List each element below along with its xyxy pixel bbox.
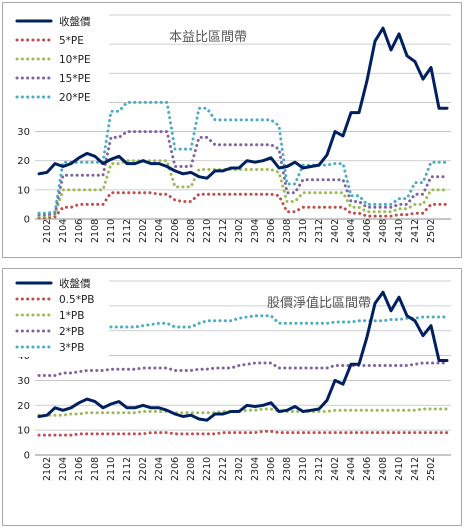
x-tick-label: 2108 — [90, 457, 101, 481]
x-tick-label: 2404 — [346, 219, 357, 243]
x-tick-label: 2412 — [410, 219, 421, 243]
chart-title: 股價淨值比區間帶 — [267, 295, 371, 311]
x-tick-label: 2208 — [186, 457, 197, 481]
pe-band-chart: 0102030405060702102210421062108211021122… — [11, 11, 451, 243]
y-tick-label: 20 — [17, 156, 30, 167]
x-tick-label: 2212 — [218, 219, 229, 243]
x-tick-label: 2204 — [154, 457, 165, 481]
chart-title: 本益比區間帶 — [169, 30, 247, 45]
pb-band-chart: 0102030405060702102210421062108211021122… — [11, 273, 451, 481]
pb-band-chart-panel: 0102030405060702102210421062108211021122… — [2, 268, 462, 526]
x-tick-label: 2202 — [138, 219, 149, 243]
y-tick-label: 0 — [24, 451, 30, 462]
legend-label-2xpb: 2*PB — [59, 326, 84, 338]
x-tick-label: 2210 — [202, 457, 213, 481]
series-line-15xpe — [37, 130, 449, 217]
legend-box — [11, 11, 109, 110]
legend-label-3xpb: 3*PB — [59, 342, 84, 354]
x-tick-label: 2110 — [106, 219, 117, 243]
x-tick-label: 2412 — [410, 457, 421, 481]
x-tick-label: 2502 — [426, 457, 437, 481]
series-line-20xpe — [37, 100, 449, 215]
x-tick-label: 2402 — [330, 457, 341, 481]
x-tick-label: 2304 — [250, 219, 261, 243]
legend-label-1xpb: 1*PB — [59, 310, 84, 322]
x-tick-label: 2302 — [234, 457, 245, 481]
x-tick-label: 2408 — [378, 219, 389, 243]
x-tick-label: 2108 — [90, 219, 101, 243]
x-tick-label: 2212 — [218, 457, 229, 481]
x-tick-label: 2304 — [250, 457, 261, 481]
x-tick-label: 2210 — [202, 219, 213, 243]
x-tick-label: 2102 — [42, 457, 53, 481]
x-tick-label: 2302 — [234, 219, 245, 243]
x-tick-label: 2202 — [138, 457, 149, 481]
x-tick-label: 2308 — [282, 457, 293, 481]
pe-band-chart-panel: 0102030405060702102210421062108211021122… — [2, 2, 462, 258]
x-tick-label: 2410 — [394, 457, 405, 481]
series-line-1xpb — [37, 407, 449, 417]
x-tick-label: 2112 — [122, 219, 133, 243]
x-tick-label: 2102 — [42, 219, 53, 243]
x-tick-label: 2104 — [58, 219, 69, 243]
series-line-10xpe — [37, 159, 449, 218]
legend-label-5xpe: 5*PE — [59, 35, 84, 47]
x-tick-label: 2112 — [122, 457, 133, 481]
x-tick-label: 2206 — [170, 219, 181, 243]
y-tick-label: 0 — [24, 215, 30, 226]
x-tick-label: 2502 — [426, 219, 437, 243]
x-tick-label: 2306 — [266, 219, 277, 243]
x-tick-label: 2310 — [298, 457, 309, 481]
x-tick-label: 2208 — [186, 219, 197, 243]
series-line-收盤價 — [37, 26, 449, 180]
x-tick-label: 2406 — [362, 457, 373, 481]
x-tick-label: 2404 — [346, 457, 357, 481]
legend-label-10xpe: 10*PE — [59, 54, 91, 66]
y-tick-label: 20 — [17, 401, 30, 412]
legend-label-收盤價: 收盤價 — [59, 277, 91, 290]
legend-label-20xpe: 20*PE — [59, 92, 91, 104]
series-line-5xpe — [37, 191, 449, 219]
series-line-2xpb — [37, 361, 449, 377]
series-line-0_5xpb — [37, 429, 449, 437]
x-tick-label: 2106 — [74, 457, 85, 481]
x-tick-label: 2306 — [266, 457, 277, 481]
y-tick-label: 10 — [17, 426, 30, 437]
legend-label-15xpe: 15*PE — [59, 73, 91, 85]
x-tick-label: 2312 — [314, 219, 325, 243]
x-tick-label: 2406 — [362, 219, 373, 243]
y-tick-label: 30 — [17, 376, 30, 387]
x-tick-label: 2312 — [314, 457, 325, 481]
x-tick-label: 2110 — [106, 457, 117, 481]
x-tick-label: 2402 — [330, 219, 341, 243]
x-tick-label: 2308 — [282, 219, 293, 243]
x-tick-label: 2310 — [298, 219, 309, 243]
x-tick-label: 2410 — [394, 219, 405, 243]
series-line-收盤價 — [37, 290, 449, 422]
x-tick-label: 2408 — [378, 457, 389, 481]
x-tick-label: 2106 — [74, 219, 85, 243]
legend-label-收盤價: 收盤價 — [59, 15, 91, 28]
x-tick-label: 2104 — [58, 457, 69, 481]
legend-label-0_5xpb: 0.5*PB — [59, 294, 94, 306]
y-tick-label: 30 — [17, 127, 30, 138]
x-tick-label: 2206 — [170, 457, 181, 481]
y-tick-label: 10 — [17, 185, 30, 196]
x-tick-label: 2204 — [154, 219, 165, 243]
